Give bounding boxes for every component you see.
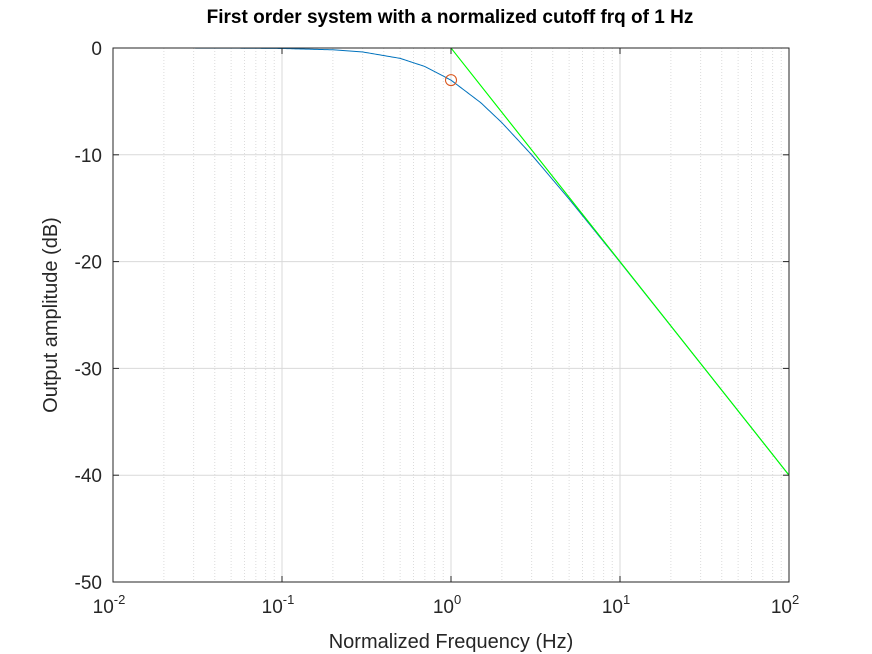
- y-tick-label: 0: [91, 39, 102, 60]
- y-tick-label: -30: [75, 359, 102, 380]
- x-tick-label: 101: [602, 592, 630, 618]
- series-line-3: [450, 47, 790, 476]
- x-tick-label: 102: [771, 592, 799, 618]
- y-tick-label: -20: [75, 253, 102, 274]
- x-tick-label: 10-2: [93, 592, 126, 618]
- x-axis-label: Normalized Frequency (Hz): [329, 631, 574, 653]
- x-tick-exponent: 2: [792, 592, 799, 607]
- y-tick-label: -10: [75, 146, 102, 167]
- chart-title: First order system with a normalized cut…: [207, 7, 694, 28]
- x-tick-label: 100: [433, 592, 461, 618]
- x-tick-label: 10-1: [262, 592, 295, 618]
- x-tick-exponent: -1: [283, 592, 295, 607]
- x-tick-exponent: 0: [454, 592, 461, 607]
- y-axis-label: Output amplitude (dB): [40, 217, 62, 413]
- cutoff-marker: [445, 74, 457, 87]
- x-tick-exponent: -2: [114, 592, 126, 607]
- x-tick-exponent: 1: [623, 592, 630, 607]
- y-tick-label: -40: [75, 466, 102, 487]
- grid: [112, 47, 790, 583]
- y-tick-label: -50: [75, 573, 102, 594]
